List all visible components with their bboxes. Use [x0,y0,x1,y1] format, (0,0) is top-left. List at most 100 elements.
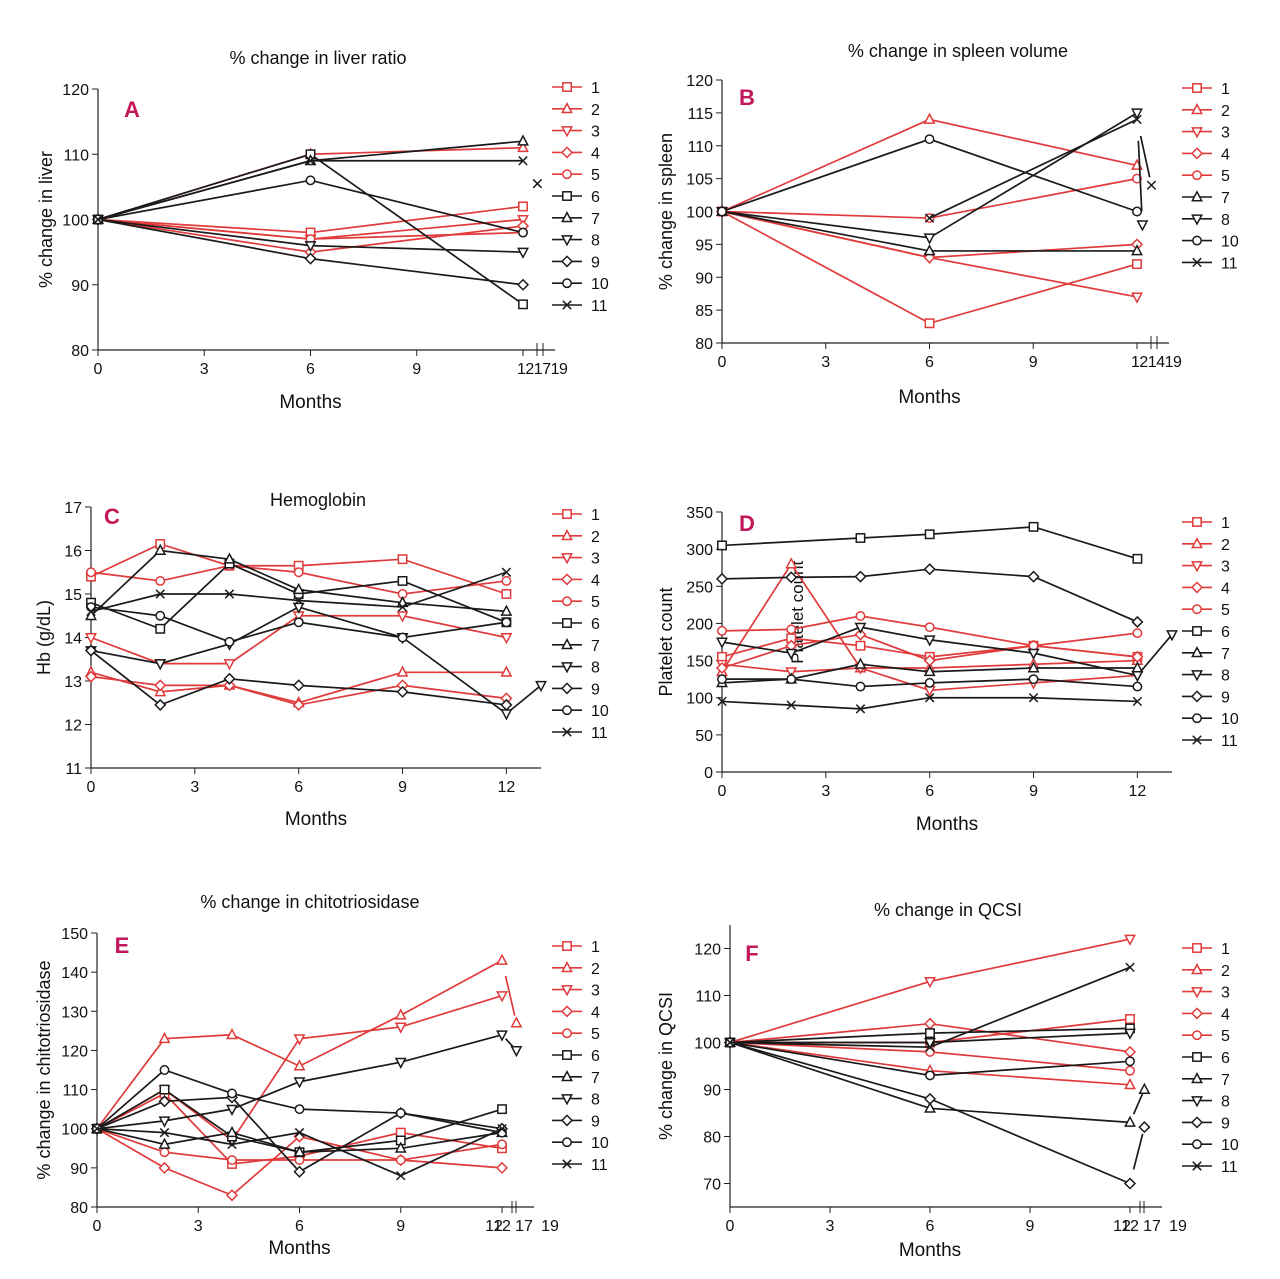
y-tick-label: 90 [695,270,713,287]
y-tick-label: 120 [62,82,89,99]
legend: 1 2 3 4 5 6 7 8 9 10 11 [552,80,609,315]
legend-marker [1192,1139,1202,1150]
series-9 [715,563,1144,629]
x-tick-label-extra: 121419 [1131,354,1182,371]
y-tick-label: 200 [686,616,713,633]
data-point [293,1145,306,1157]
legend-marker [1191,962,1203,975]
data-point [855,704,866,714]
legend-item: 5 [552,167,600,184]
panel-letter: E [115,933,130,958]
series-11 [924,114,1142,223]
data-point [226,1027,238,1040]
legend-marker [561,126,573,138]
y-tick-label: 140 [61,965,88,982]
legend-item: 6 [552,616,600,633]
legend-item: 11 [1182,1159,1238,1176]
data-point [1136,220,1149,232]
legend-label: 7 [1221,646,1230,663]
x-tick-label: 0 [718,354,727,371]
legend-item: 9 [1182,689,1230,706]
legend-label: 9 [1221,1115,1230,1132]
late-point-8 [1136,140,1149,232]
legend-label: 3 [1221,985,1230,1002]
legend-item: 1 [552,507,600,524]
legend-marker [1191,1096,1203,1108]
legend-marker [1190,581,1204,594]
y-tick-label: 70 [703,1177,721,1194]
data-point [715,661,729,675]
legend-marker [561,1094,573,1106]
data-point [292,698,305,711]
y-tick-label: 15 [64,587,82,604]
legend-label: 11 [591,725,608,742]
data-point [517,247,529,259]
y-axis-label: % change in chitotriosidase [34,960,54,1179]
series-line [721,118,1138,213]
series-6 [717,521,1143,564]
data-point [304,252,317,265]
data-point [924,622,935,633]
y-tick-label: 14 [64,631,82,648]
data-point [1125,1014,1135,1024]
data-point [497,1139,507,1150]
series-7 [85,543,513,621]
y-tick-label: 11 [65,761,82,778]
chart-e: % change in chitotriosidaseE809010011012… [34,892,609,1259]
legend-item: 7 [1182,1072,1230,1089]
series-line [90,671,507,704]
legend-item: 6 [1182,1050,1230,1067]
legend-label: 9 [591,1113,600,1130]
series-8 [91,1030,508,1136]
data-point [1132,173,1142,184]
y-tick-label: 80 [695,336,713,353]
data-point [497,1104,507,1115]
data-point [924,213,935,223]
legend-marker [1192,83,1202,93]
legend-label: 4 [591,145,600,162]
data-point [227,1155,237,1165]
legend-item: 5 [1182,602,1230,619]
data-point [923,244,936,256]
data-point [518,201,528,212]
data-point [501,617,512,628]
data-point [518,299,528,310]
late-connector [1132,1093,1144,1115]
x-tick-label: 12 [485,1218,503,1235]
data-point [158,1095,171,1108]
legend-item: 5 [552,1026,600,1043]
legend-label: 8 [1221,212,1230,229]
series-group [84,539,547,721]
y-tick-label: 150 [686,654,713,671]
late-point-7 [1132,1082,1151,1115]
series-11 [92,1123,507,1181]
series-line [722,678,1138,688]
legend-marker [561,637,573,650]
series-10 [717,134,1142,217]
data-point [1132,259,1142,270]
x-axis-label: Months [268,1238,330,1259]
legend-item: 1 [1182,81,1230,98]
late-point-11 [532,178,543,189]
legend-label: 7 [591,638,600,655]
x-tick-label-extra: 19 [1169,1218,1187,1235]
series-line [929,118,1138,219]
data-point [85,633,97,645]
legend-label: 5 [591,594,600,611]
data-point [516,278,530,291]
x-tick-label: 12 [493,1218,511,1235]
data-point [1124,934,1136,946]
legend-marker [562,618,572,628]
data-point [1132,114,1142,125]
legend-item: 10 [1182,711,1239,728]
legend-label: 8 [1221,668,1230,685]
series-line [729,1041,1131,1185]
series-5 [92,1123,507,1165]
data-point [1123,1177,1137,1190]
legend-marker [561,235,573,247]
data-point [923,1017,937,1030]
panel-d: D 0 50 100 150 200 250 300 350 0 3 6 9 12 Months Platel… [640,430,1280,860]
legend-label: 5 [1221,168,1230,185]
x-axis-label: Months [279,392,341,413]
